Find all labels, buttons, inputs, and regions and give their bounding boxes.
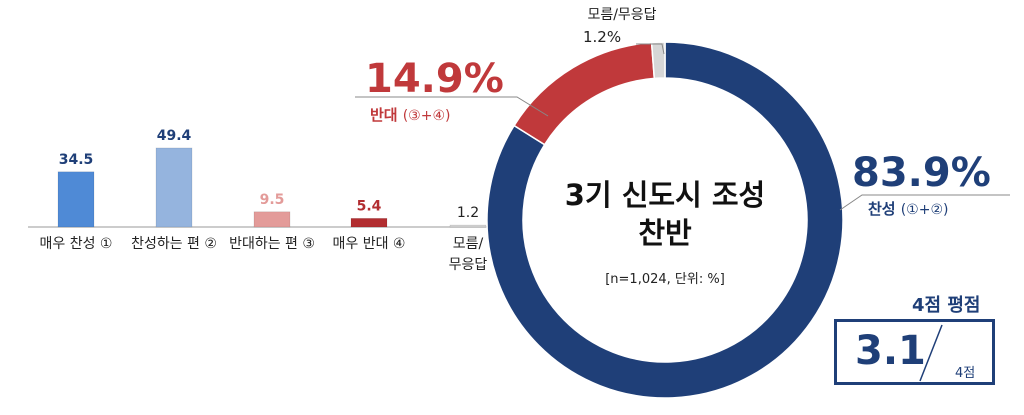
bar-value-label-2: 49.4 (157, 128, 192, 144)
bar-chart: 34.5 매우 찬성 ① 49.4 찬성하는 편 ② 9.5 반대하는 편 ③ 5.4 매우 … (28, 128, 494, 273)
bar-category-label-4: 매우 반대 ④ (333, 236, 406, 252)
bar-value-label-1: 34.5 (59, 152, 94, 168)
bar-4 (350, 218, 388, 228)
bar-category-label-1: 매우 찬성 ① (40, 236, 113, 252)
bar-value-label-4: 5.4 (357, 198, 382, 214)
agree-sub-label: (①+②) (900, 202, 949, 218)
average-divider (919, 324, 943, 382)
bar-3 (253, 211, 291, 228)
bar-5 (449, 224, 487, 228)
dont-know-leader-line (636, 43, 665, 55)
agree-label: 찬성 (868, 200, 896, 218)
bar-2 (155, 147, 193, 228)
bar-value-label-3: 9.5 (260, 192, 285, 208)
bar-category-label-2: 찬성하는 편 ② (131, 236, 217, 252)
donut-chart (486, 41, 844, 399)
oppose-slice-label: 반대 (③+④) (370, 104, 450, 125)
donut-title: 3기 신도시 조성 찬반 (560, 176, 770, 252)
oppose-slice-value: 14.9% (365, 56, 504, 102)
average-box: 3.1 4점 (834, 319, 995, 385)
donut-slice-agree (486, 41, 844, 399)
leader-lines (355, 43, 1010, 211)
donut-slice-oppose (513, 41, 656, 146)
average-value: 3.1 (855, 328, 926, 374)
dont-know-slice-value: 1.2% (583, 28, 622, 46)
bar-value-label-5: 1.2 (457, 205, 479, 221)
bar-category-label-5-1: 모름/ (453, 236, 484, 252)
oppose-leader-line (355, 96, 549, 117)
donut-title-text: 3기 신도시 조성 찬반 (564, 178, 766, 250)
average-title: 4점 평점 (912, 295, 981, 316)
agree-slice-label: 찬성 (①+②) (868, 198, 948, 219)
oppose-label: 반대 (370, 106, 398, 124)
donut-slice-dont-know (650, 41, 666, 80)
agree-leader-line (839, 194, 1010, 211)
bar-category-label-3: 반대하는 편 ③ (229, 236, 315, 252)
sample-note: [n=1,024, 단위: %] (605, 272, 725, 287)
dont-know-slice-label: 모름/무응답 (587, 7, 657, 23)
average-max: 4점 (955, 366, 976, 381)
bar-category-label-5-2: 무응답 (449, 257, 488, 273)
oppose-sub-label: (③+④) (402, 108, 451, 124)
bar-1 (57, 171, 95, 228)
agree-slice-value: 83.9% (852, 150, 991, 196)
